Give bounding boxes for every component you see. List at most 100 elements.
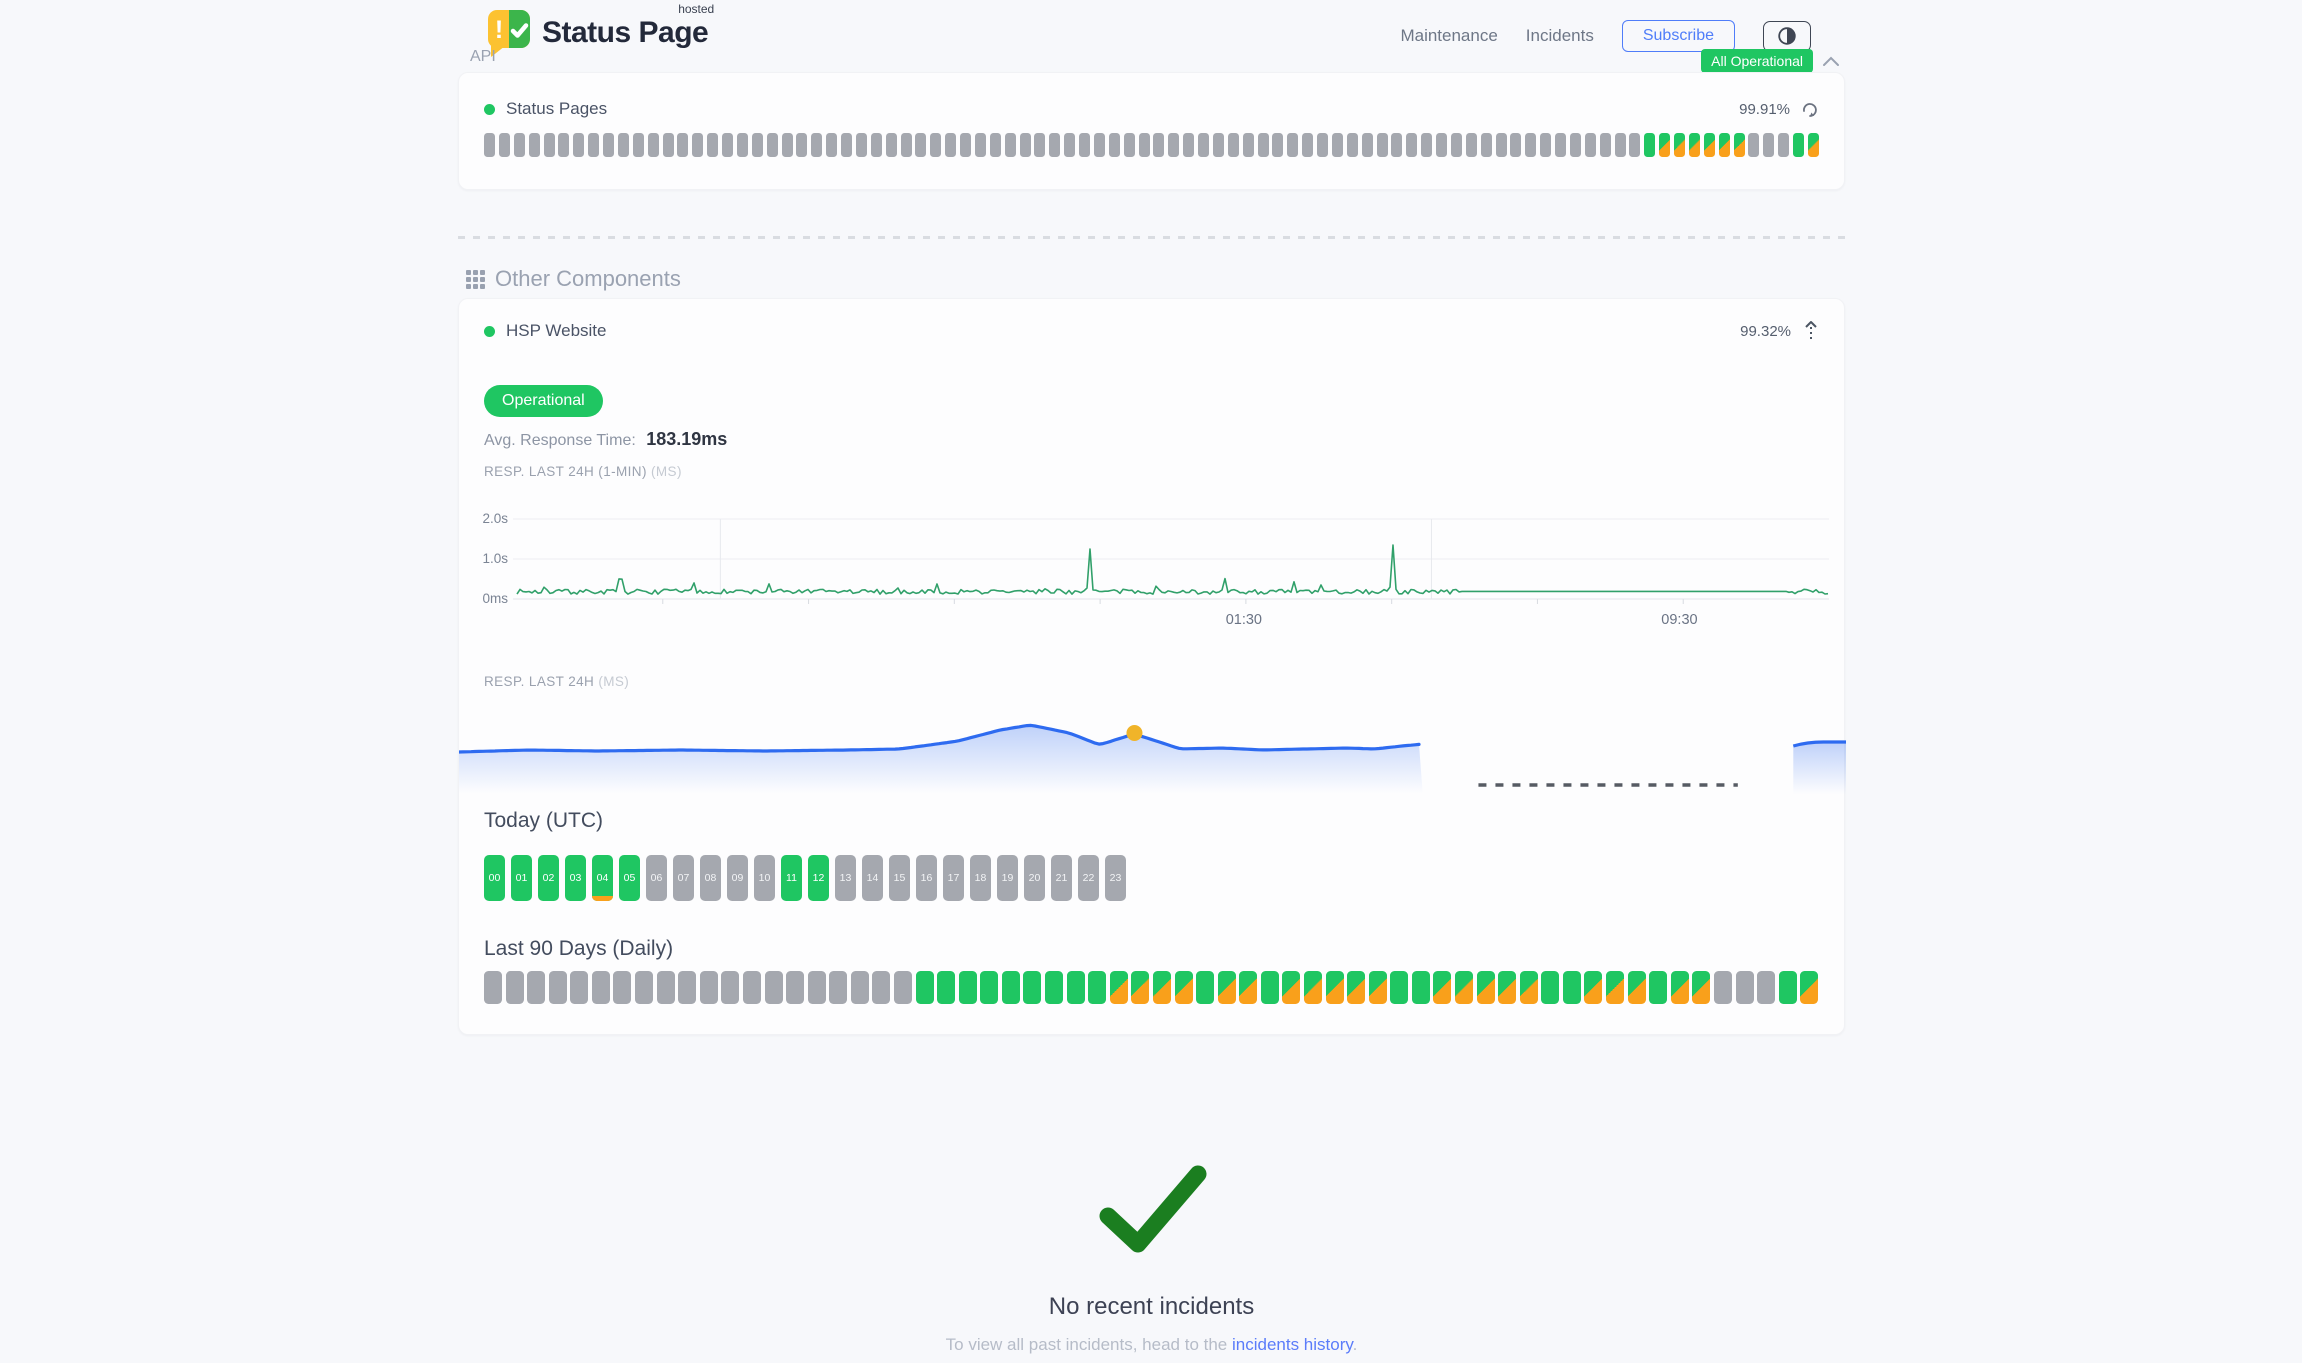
uptime-bar-nodata[interactable] bbox=[617, 133, 629, 157]
overall-status-badge[interactable]: All Operational bbox=[1701, 49, 1813, 73]
uptime-bar-degraded[interactable] bbox=[1692, 971, 1711, 1004]
uptime-bar-nodata[interactable] bbox=[1421, 133, 1433, 157]
uptime-bar-operational[interactable] bbox=[1001, 971, 1020, 1004]
hour-cell-03[interactable]: 03 bbox=[565, 855, 586, 901]
uptime-bar-nodata[interactable] bbox=[558, 133, 570, 157]
uptime-bar-degraded[interactable] bbox=[1519, 971, 1538, 1004]
uptime-bar-nodata[interactable] bbox=[513, 133, 525, 157]
uptime-bar-nodata[interactable] bbox=[613, 971, 632, 1004]
uptime-bar-nodata[interactable] bbox=[1540, 133, 1552, 157]
uptime-bar-nodata[interactable] bbox=[632, 133, 644, 157]
uptime-bar-nodata[interactable] bbox=[1064, 133, 1076, 157]
uptime-bar-degraded[interactable] bbox=[1131, 971, 1150, 1004]
uptime-bar-nodata[interactable] bbox=[1763, 133, 1775, 157]
uptime-bar-operational[interactable] bbox=[1541, 971, 1560, 1004]
uptime-bar-degraded[interactable] bbox=[1674, 133, 1685, 157]
uptime-bar-nodata[interactable] bbox=[1391, 133, 1403, 157]
uptime-bar-nodata[interactable] bbox=[915, 133, 927, 157]
hour-cell-02[interactable]: 02 bbox=[538, 855, 559, 901]
uptime-bar-nodata[interactable] bbox=[721, 971, 740, 1004]
uptime-bar-nodata[interactable] bbox=[1450, 133, 1462, 157]
uptime-bar-nodata[interactable] bbox=[1287, 133, 1299, 157]
uptime-bar-operational[interactable] bbox=[1066, 971, 1085, 1004]
uptime-bar-operational[interactable] bbox=[1260, 971, 1279, 1004]
subscribe-button[interactable]: Subscribe bbox=[1621, 20, 1735, 52]
uptime-bar-nodata[interactable] bbox=[1599, 133, 1611, 157]
uptime-bar-nodata[interactable] bbox=[1436, 133, 1447, 157]
uptime-bar-nodata[interactable] bbox=[885, 133, 897, 157]
uptime-bar-degraded[interactable] bbox=[1109, 971, 1128, 1004]
uptime-bar-nodata[interactable] bbox=[573, 133, 585, 157]
uptime-bar-nodata[interactable] bbox=[484, 971, 502, 1004]
uptime-bar-degraded[interactable] bbox=[1584, 971, 1603, 1004]
uptime-bar-nodata[interactable] bbox=[1510, 133, 1522, 157]
uptime-bar-nodata[interactable] bbox=[1735, 971, 1754, 1004]
uptime-bar-degraded[interactable] bbox=[1659, 133, 1671, 157]
chevron-up-icon[interactable] bbox=[1822, 55, 1840, 68]
uptime-bar-nodata[interactable] bbox=[1614, 133, 1626, 157]
uptime-bar-degraded[interactable] bbox=[1239, 971, 1258, 1004]
uptime-bar-operational[interactable] bbox=[915, 971, 934, 1004]
uptime-bar-operational[interactable] bbox=[1045, 971, 1064, 1004]
uptime-bar-operational[interactable] bbox=[1088, 971, 1107, 1004]
uptime-bar-nodata[interactable] bbox=[1778, 133, 1790, 157]
uptime-bar-nodata[interactable] bbox=[1331, 133, 1343, 157]
uptime-bar-operational[interactable] bbox=[937, 971, 956, 1004]
uptime-bar-degraded[interactable] bbox=[1217, 971, 1236, 1004]
uptime-bar-degraded[interactable] bbox=[1733, 133, 1745, 157]
uptime-bar-nodata[interactable] bbox=[1361, 133, 1373, 157]
uptime-bar-nodata[interactable] bbox=[528, 133, 540, 157]
uptime-bar-operational[interactable] bbox=[1390, 971, 1409, 1004]
uptime-bar-nodata[interactable] bbox=[588, 133, 600, 157]
uptime-bar-nodata[interactable] bbox=[850, 971, 869, 1004]
uptime-bar-nodata[interactable] bbox=[1183, 133, 1195, 157]
uptime-bar-nodata[interactable] bbox=[1034, 133, 1046, 157]
uptime-bar-degraded[interactable] bbox=[1800, 971, 1819, 1004]
uptime-bar-nodata[interactable] bbox=[1019, 133, 1031, 157]
uptime-bar-nodata[interactable] bbox=[855, 133, 867, 157]
uptime-bar-nodata[interactable] bbox=[1525, 133, 1537, 157]
incidents-history-link[interactable]: incidents history bbox=[1231, 1335, 1353, 1354]
uptime-bar-degraded[interactable] bbox=[1455, 971, 1474, 1004]
nav-link-maintenance[interactable]: Maintenance bbox=[1400, 26, 1498, 45]
hour-cell-09[interactable]: 09 bbox=[727, 855, 748, 901]
uptime-bar-degraded[interactable] bbox=[1718, 133, 1730, 157]
uptime-bar-nodata[interactable] bbox=[603, 133, 614, 157]
uptime-bar-nodata[interactable] bbox=[1123, 133, 1135, 157]
uptime-bar-nodata[interactable] bbox=[960, 133, 971, 157]
uptime-bar-nodata[interactable] bbox=[766, 133, 778, 157]
uptime-bar-operational[interactable] bbox=[980, 971, 999, 1004]
uptime-bar-operational[interactable] bbox=[1023, 971, 1042, 1004]
uptime-bar-nodata[interactable] bbox=[1406, 133, 1418, 157]
hour-cell-12[interactable]: 12 bbox=[808, 855, 829, 901]
uptime-bar-degraded[interactable] bbox=[1807, 133, 1819, 157]
uptime-bar-nodata[interactable] bbox=[591, 971, 610, 1004]
uptime-bar-nodata[interactable] bbox=[656, 971, 675, 1004]
uptime-bar-nodata[interactable] bbox=[692, 133, 704, 157]
hour-cell-00[interactable]: 00 bbox=[484, 855, 505, 901]
uptime-bar-nodata[interactable] bbox=[736, 133, 748, 157]
uptime-bar-nodata[interactable] bbox=[1748, 133, 1760, 157]
uptime-bar-nodata[interactable] bbox=[974, 133, 986, 157]
uptime-bar-nodata[interactable] bbox=[829, 971, 848, 1004]
uptime-bar-operational[interactable] bbox=[1649, 971, 1668, 1004]
hour-cell-16[interactable]: 16 bbox=[916, 855, 937, 901]
uptime-bar-operational[interactable] bbox=[1411, 971, 1430, 1004]
hour-cell-18[interactable]: 18 bbox=[970, 855, 991, 901]
uptime-bar-nodata[interactable] bbox=[1227, 133, 1239, 157]
uptime-bar-nodata[interactable] bbox=[1629, 133, 1641, 157]
uptime-bar-degraded[interactable] bbox=[1670, 971, 1689, 1004]
uptime-bar-operational[interactable] bbox=[1793, 133, 1804, 157]
uptime-bar-nodata[interactable] bbox=[781, 133, 793, 157]
uptime-bar-nodata[interactable] bbox=[1004, 133, 1016, 157]
uptime-bar-degraded[interactable] bbox=[1606, 971, 1625, 1004]
uptime-bar-nodata[interactable] bbox=[1569, 133, 1581, 157]
uptime-bar-degraded[interactable] bbox=[1152, 971, 1171, 1004]
hour-cell-23[interactable]: 23 bbox=[1105, 855, 1126, 901]
uptime-bar-degraded[interactable] bbox=[1627, 971, 1646, 1004]
uptime-bar-nodata[interactable] bbox=[751, 133, 763, 157]
uptime-bar-degraded[interactable] bbox=[1433, 971, 1452, 1004]
hour-cell-21[interactable]: 21 bbox=[1051, 855, 1072, 901]
uptime-bar-nodata[interactable] bbox=[826, 133, 838, 157]
nav-link-incidents[interactable]: Incidents bbox=[1525, 26, 1594, 45]
